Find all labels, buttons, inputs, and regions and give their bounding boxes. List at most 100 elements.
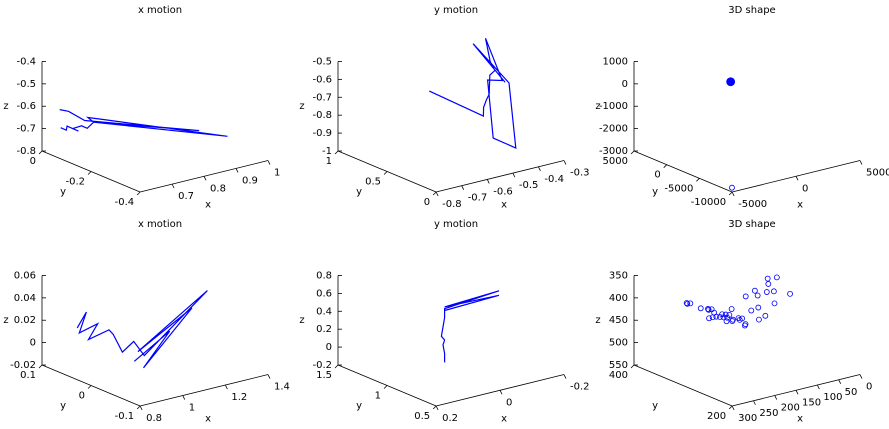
x-tick <box>267 160 271 165</box>
y-tick-label: 0 <box>424 197 430 208</box>
x-tick <box>139 405 143 411</box>
x-tick-label: -0.6 <box>493 186 513 197</box>
z-axis-label: z <box>595 315 600 326</box>
x-tick <box>795 390 799 395</box>
y-tick-label: 0.1 <box>20 370 36 381</box>
z-tick-label: 500 <box>609 338 628 349</box>
data-point <box>754 292 761 299</box>
x-tick <box>817 384 820 390</box>
x-tick-label: 250 <box>759 408 778 419</box>
z-tick-label: 0 <box>30 338 36 349</box>
y-tick <box>432 191 437 196</box>
x-tick-label: 0.9 <box>242 175 258 186</box>
data-point <box>726 77 736 87</box>
x-tick-label: 50 <box>845 387 858 398</box>
x-axis-label: x <box>205 199 211 210</box>
subplot-title: x motion <box>138 219 182 230</box>
x-tick <box>838 379 842 384</box>
z-tick-label: -3000 <box>599 146 628 157</box>
y-axis-label: y <box>356 186 362 197</box>
x-tick <box>859 160 863 165</box>
data-point <box>687 300 694 307</box>
z-tick-label: 0.2 <box>316 324 332 335</box>
x-tick-label: 100 <box>823 392 842 403</box>
y-tick <box>432 405 437 410</box>
data-point <box>787 290 793 297</box>
y-tick-label: 0 <box>30 156 36 167</box>
x-tick <box>859 374 863 379</box>
y-axis <box>633 150 733 193</box>
x-tick <box>563 374 567 379</box>
y-tick <box>334 150 339 155</box>
z-tick-label: -1000 <box>599 101 628 112</box>
x-tick-label: -0.2 <box>570 382 590 393</box>
y-tick-label: 0 <box>654 170 660 181</box>
x-tick-label: -0.3 <box>570 168 590 179</box>
x-tick-label: 0.2 <box>442 413 458 424</box>
data-point <box>770 288 777 295</box>
x-tick-label: 150 <box>802 397 821 408</box>
x-tick-label: 0 <box>866 382 872 393</box>
x-tick <box>538 166 541 172</box>
x-axis <box>140 374 269 407</box>
y-tick <box>136 405 141 410</box>
y-tick <box>630 150 635 155</box>
x-tick <box>235 168 239 173</box>
y-tick-label: 400 <box>609 370 628 381</box>
x-axis-label: x <box>501 413 507 424</box>
data-line <box>429 37 517 149</box>
y-tick <box>728 191 733 196</box>
data-point <box>706 315 712 322</box>
y-axis-label: y <box>652 400 658 411</box>
subplot-title: x motion <box>138 5 182 16</box>
data-point <box>684 300 691 307</box>
x-tick-label: -0.7 <box>468 193 488 204</box>
y-tick-label: 1 <box>375 390 381 401</box>
data-point <box>741 322 748 329</box>
data-point <box>729 318 736 324</box>
data-point <box>755 304 762 311</box>
y-tick <box>136 191 141 196</box>
x-axis-label: x <box>797 413 803 424</box>
z-tick-label: 0.06 <box>14 270 36 281</box>
y-tick-label: -0.1 <box>115 411 135 422</box>
z-tick-label: 450 <box>609 315 628 326</box>
x-tick <box>795 176 799 181</box>
x-tick <box>512 172 516 178</box>
data-point <box>771 300 778 307</box>
x-tick-label: -0.5 <box>519 180 539 191</box>
z-tick-label: 0.8 <box>316 270 332 281</box>
x-tick-label: 0.8 <box>146 413 162 424</box>
y-axis-label: y <box>60 186 66 197</box>
y-tick-label: -0.2 <box>66 176 86 187</box>
subplot-title: 3D shape <box>728 219 775 230</box>
data-line <box>440 290 500 363</box>
data-point <box>724 314 731 321</box>
y-tick-label: -10000 <box>691 197 726 208</box>
z-tick-label: -0.5 <box>312 56 332 67</box>
y-tick <box>728 405 733 410</box>
z-tick-label: -0.5 <box>16 79 36 90</box>
subplot-title: y motion <box>434 219 478 230</box>
x-tick <box>435 191 439 197</box>
x-tick-label: 1 <box>274 168 280 179</box>
y-tick <box>87 385 92 389</box>
x-tick-label: 1.4 <box>274 382 290 393</box>
y-tick-label: 0 <box>79 390 85 401</box>
z-tick-label: -0.6 <box>312 74 332 85</box>
data-point <box>717 314 723 320</box>
x-tick <box>731 191 735 197</box>
data-point <box>697 305 704 312</box>
data-point <box>748 307 755 314</box>
data-point <box>723 318 730 325</box>
y-tick-label: 200 <box>707 411 726 422</box>
x-tick-label: 300 <box>738 413 757 424</box>
x-axis-label: x <box>205 413 211 424</box>
z-axis-label: z <box>595 101 600 112</box>
z-tick-label: 1000 <box>603 56 628 67</box>
data-point <box>729 184 735 191</box>
y-tick <box>696 178 700 182</box>
x-axis <box>436 374 565 407</box>
x-tick <box>435 405 439 411</box>
data-line <box>76 290 208 369</box>
